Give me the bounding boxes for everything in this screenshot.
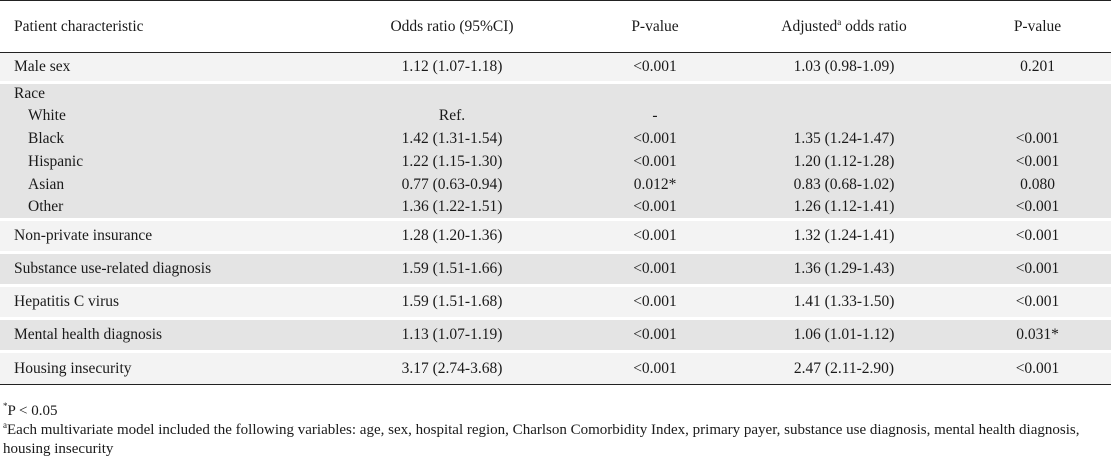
odds-ratio-cell: Ref. xyxy=(438,107,466,124)
row-label: Other xyxy=(28,198,64,216)
adjusted-odds-ratio-cell: 1.36 (1.29-1.43) xyxy=(724,251,964,286)
row-label: White xyxy=(28,107,66,124)
adjusted-p-value-cell: 0.080 xyxy=(1020,176,1055,193)
odds-ratio-cell: 0.77 (0.63-0.94) xyxy=(401,176,503,193)
adjusted-odds-ratio-cell: 1.35 (1.24-1.47) xyxy=(793,130,895,147)
table-row-housing-insecurity: Housing insecurity 3.17 (2.74-3.68) <0.0… xyxy=(0,350,1111,385)
row-label: Asian xyxy=(28,176,65,193)
footnote-star-marker: * xyxy=(3,401,8,411)
row-label: Black xyxy=(28,130,65,147)
adjusted-p-value-cell: <0.001 xyxy=(1015,130,1060,147)
adjusted-odds-ratio-cell: 2.47 (2.11-2.90) xyxy=(724,350,964,385)
table-row-race-asian: Asian 0.77 (0.63-0.94) 0.012* 0.83 (0.68… xyxy=(0,173,1111,197)
table-row-non-private-insurance: Non-private insurance 1.28 (1.20-1.36) <… xyxy=(0,218,1111,253)
adjusted-p-value-cell: <0.001 xyxy=(964,218,1111,253)
p-value-cell: - xyxy=(652,107,658,124)
table-row-race-white: White Ref. - xyxy=(0,104,1111,128)
p-value-cell: <0.001 xyxy=(633,58,677,75)
row-label: Substance use-related diagnosis xyxy=(0,251,318,286)
row-label: Housing insecurity xyxy=(0,350,318,385)
row-label: Male sex xyxy=(14,58,71,75)
adjusted-odds-ratio-cell: 1.06 (1.01-1.12) xyxy=(724,317,964,352)
table-footnotes: *P < 0.05 aEach multivariate model inclu… xyxy=(3,402,1108,459)
adjusted-odds-ratio-cell: 1.41 (1.33-1.50) xyxy=(724,284,964,319)
p-value-cell: 0.012* xyxy=(633,176,677,193)
adjusted-odds-ratio-cell: 1.20 (1.12-1.28) xyxy=(793,153,895,170)
adjusted-p-value-cell: 0.031* xyxy=(964,317,1111,352)
adjusted-p-value-cell: <0.001 xyxy=(964,350,1111,385)
p-value-cell: <0.001 xyxy=(633,153,677,170)
p-value-cell: <0.001 xyxy=(586,317,724,352)
table-row-substance-use: Substance use-related diagnosis 1.59 (1.… xyxy=(0,251,1111,286)
adjusted-p-value-cell: <0.001 xyxy=(964,284,1111,319)
adjusted-odds-ratio-cell: 1.32 (1.24-1.41) xyxy=(724,218,964,253)
row-label: Hispanic xyxy=(28,153,84,170)
footnote-star-text: P < 0.05 xyxy=(7,403,58,419)
row-label: Hepatitis C virus xyxy=(0,284,318,319)
table-row-race-hispanic: Hispanic 1.22 (1.15-1.30) <0.001 1.20 (1… xyxy=(0,150,1111,174)
header-row: Patient characteristic Odds ratio (95%CI… xyxy=(0,0,1111,53)
adjusted-p-value-cell: 0.201 xyxy=(1020,58,1055,75)
adjusted-odds-ratio-cell: 1.03 (0.98-1.09) xyxy=(793,58,895,75)
p-value-cell: <0.001 xyxy=(586,251,724,286)
odds-ratio-cell: 1.22 (1.15-1.30) xyxy=(401,153,503,170)
odds-ratio-cell: 1.13 (1.07-1.19) xyxy=(318,317,586,352)
header-odds-ratio: Odds ratio (95%CI) xyxy=(318,0,586,53)
adjusted-odds-ratio-cell: 0.83 (0.68-1.02) xyxy=(793,176,895,193)
odds-ratio-cell: 1.36 (1.22-1.51) xyxy=(401,198,503,216)
odds-ratio-table: Patient characteristic Odds ratio (95%CI… xyxy=(0,0,1111,385)
adjusted-p-value-cell: <0.001 xyxy=(1015,153,1060,170)
footnote-significance: *P < 0.05 xyxy=(3,402,1108,421)
adjusted-label: Adjusted xyxy=(781,17,838,35)
adjusted-odds-ratio-cell xyxy=(724,105,964,128)
odds-ratio-cell: 3.17 (2.74-3.68) xyxy=(318,350,586,385)
row-label: Race xyxy=(0,81,318,105)
table-row-race: Race xyxy=(0,81,1111,105)
table-row-race-other: Other 1.36 (1.22-1.51) <0.001 1.26 (1.12… xyxy=(0,196,1111,220)
header-adjusted-p-value: P-value xyxy=(964,0,1111,53)
adjusted-p-value-cell xyxy=(964,105,1111,128)
p-value-cell: <0.001 xyxy=(633,130,677,147)
odds-ratio-cell: 1.28 (1.20-1.36) xyxy=(318,218,586,253)
p-value-cell: <0.001 xyxy=(586,218,724,253)
footnote-adjusted: aEach multivariate model included the fo… xyxy=(3,421,1108,459)
p-value-cell: <0.001 xyxy=(633,198,677,216)
p-value-cell: <0.001 xyxy=(586,350,724,385)
footnote-a-text: Each multivariate model included the fol… xyxy=(3,422,1080,457)
odds-ratio-label: odds ratio xyxy=(841,17,907,35)
adjusted-footnote-marker: a xyxy=(837,16,842,27)
row-label: Non-private insurance xyxy=(0,218,318,253)
adjusted-p-value-cell: <0.001 xyxy=(964,251,1111,286)
odds-ratio-cell: 1.59 (1.51-1.66) xyxy=(318,251,586,286)
p-value-cell: <0.001 xyxy=(586,284,724,319)
table-row-male-sex: Male sex 1.12 (1.07-1.18) <0.001 1.03 (0… xyxy=(0,52,1111,83)
odds-ratio-cell: 1.12 (1.07-1.18) xyxy=(401,58,503,75)
header-characteristic: Patient characteristic xyxy=(0,0,318,53)
odds-ratio-cell: 1.59 (1.51-1.68) xyxy=(318,284,586,319)
adjusted-odds-ratio-cell: 1.26 (1.12-1.41) xyxy=(793,198,895,216)
table-row-hepatitis-c: Hepatitis C virus 1.59 (1.51-1.68) <0.00… xyxy=(0,284,1111,319)
row-label: Mental health diagnosis xyxy=(0,317,318,352)
table-row-race-black: Black 1.42 (1.31-1.54) <0.001 1.35 (1.24… xyxy=(0,127,1111,151)
footnote-a-marker: a xyxy=(3,420,7,430)
odds-ratio-cell: 1.42 (1.31-1.54) xyxy=(401,130,503,147)
adjusted-p-value-cell: <0.001 xyxy=(1015,198,1060,216)
table-row-mental-health: Mental health diagnosis 1.13 (1.07-1.19)… xyxy=(0,317,1111,352)
header-adjusted-odds-ratio: Adjusteda odds ratio xyxy=(724,0,964,53)
header-p-value: P-value xyxy=(586,0,724,53)
